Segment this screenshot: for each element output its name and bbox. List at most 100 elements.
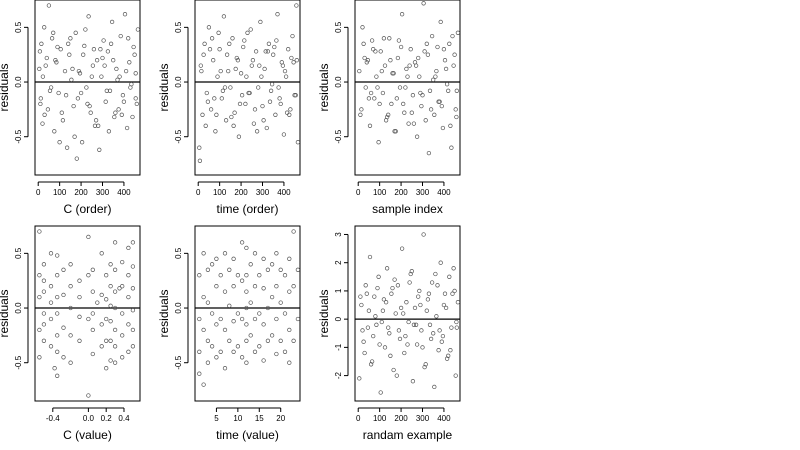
data-point [265,267,271,272]
data-point [41,338,47,343]
data-point [55,349,60,354]
data-point [413,63,419,68]
data-point [68,305,73,311]
x-tick-label: 300 [96,188,110,197]
data-point [358,112,363,117]
data-point [267,99,273,104]
data-point [109,19,115,25]
data-point [107,88,113,93]
data-point [53,58,58,63]
y-tick-label: 0.5 [14,247,23,259]
data-point [214,322,219,327]
data-point [201,294,206,300]
data-point [280,63,286,68]
data-point [235,344,241,349]
data-point [90,327,95,333]
x-tick-label: 300 [416,414,430,423]
data-point [82,43,87,49]
data-point [59,110,64,115]
data-point [60,118,66,123]
data-point [208,107,214,112]
data-point [288,107,293,112]
data-point [126,273,131,278]
data-point [99,344,104,349]
data-point [388,58,393,63]
data-point [431,77,436,82]
data-point [232,110,237,115]
data-point [48,284,54,289]
scatter-points [357,232,461,395]
data-point [414,134,420,139]
data-point [214,355,219,360]
data-point [104,338,109,343]
data-point [197,158,203,163]
data-point [117,286,122,291]
data-point [380,308,386,313]
data-point [48,316,54,322]
data-point [413,322,419,327]
data-point [402,110,407,115]
data-point [55,311,60,316]
data-point [226,68,231,74]
data-point [252,284,258,289]
data-point [383,300,389,305]
data-point [73,30,78,35]
data-point [68,360,73,365]
data-point [134,101,139,107]
data-point [58,47,63,52]
y-tick-label: -0.5 [14,129,23,143]
data-point [197,273,202,278]
data-point [211,58,216,63]
data-point [429,280,435,285]
x-axis-title: time (order) [216,202,278,216]
y-tick-label: -1 [334,343,343,351]
data-point [116,107,121,112]
data-point [37,294,42,300]
y-axis-title: residuals [157,63,171,111]
data-point [450,291,455,296]
x-tick-label: 0.0 [83,414,95,423]
data-point [120,284,125,289]
data-point [231,256,236,261]
data-point [222,366,228,371]
data-point [120,355,125,360]
data-point [218,349,223,354]
plot-frame [34,225,141,402]
data-point [57,140,62,145]
data-point [392,129,397,134]
data-point [416,294,421,299]
data-point [397,85,403,90]
data-point [379,68,384,74]
data-point [365,58,371,63]
data-point [242,38,247,43]
data-point [437,328,442,333]
data-point [67,52,72,57]
x-tick-label: 400 [117,188,131,197]
data-point [204,90,209,96]
data-point [72,134,77,139]
data-point [259,74,264,79]
panel-2: 0 100 200 300 400 -0.5 0.0 0.5 time (order) resid… [157,0,301,216]
data-point [243,101,248,107]
data-point [228,85,233,90]
x-tick-label: 100 [373,414,387,423]
data-point [55,294,60,300]
data-point [366,308,372,313]
data-point [377,342,382,347]
data-point [450,33,455,39]
data-point [43,63,48,68]
data-point [248,333,253,338]
data-point [213,129,218,134]
y-tick-label: 0.0 [174,76,183,88]
scatter-points [197,229,301,387]
data-point [404,66,409,72]
data-point [52,129,57,134]
panel-5: 5 10 15 20 -0.5 0.0 0.5 time (value) residuals [157,225,301,442]
data-point [37,66,42,72]
data-point [126,36,131,41]
data-point [97,147,102,152]
data-point [68,333,73,338]
data-point [245,30,250,35]
data-point [425,297,431,302]
data-point [86,316,91,322]
